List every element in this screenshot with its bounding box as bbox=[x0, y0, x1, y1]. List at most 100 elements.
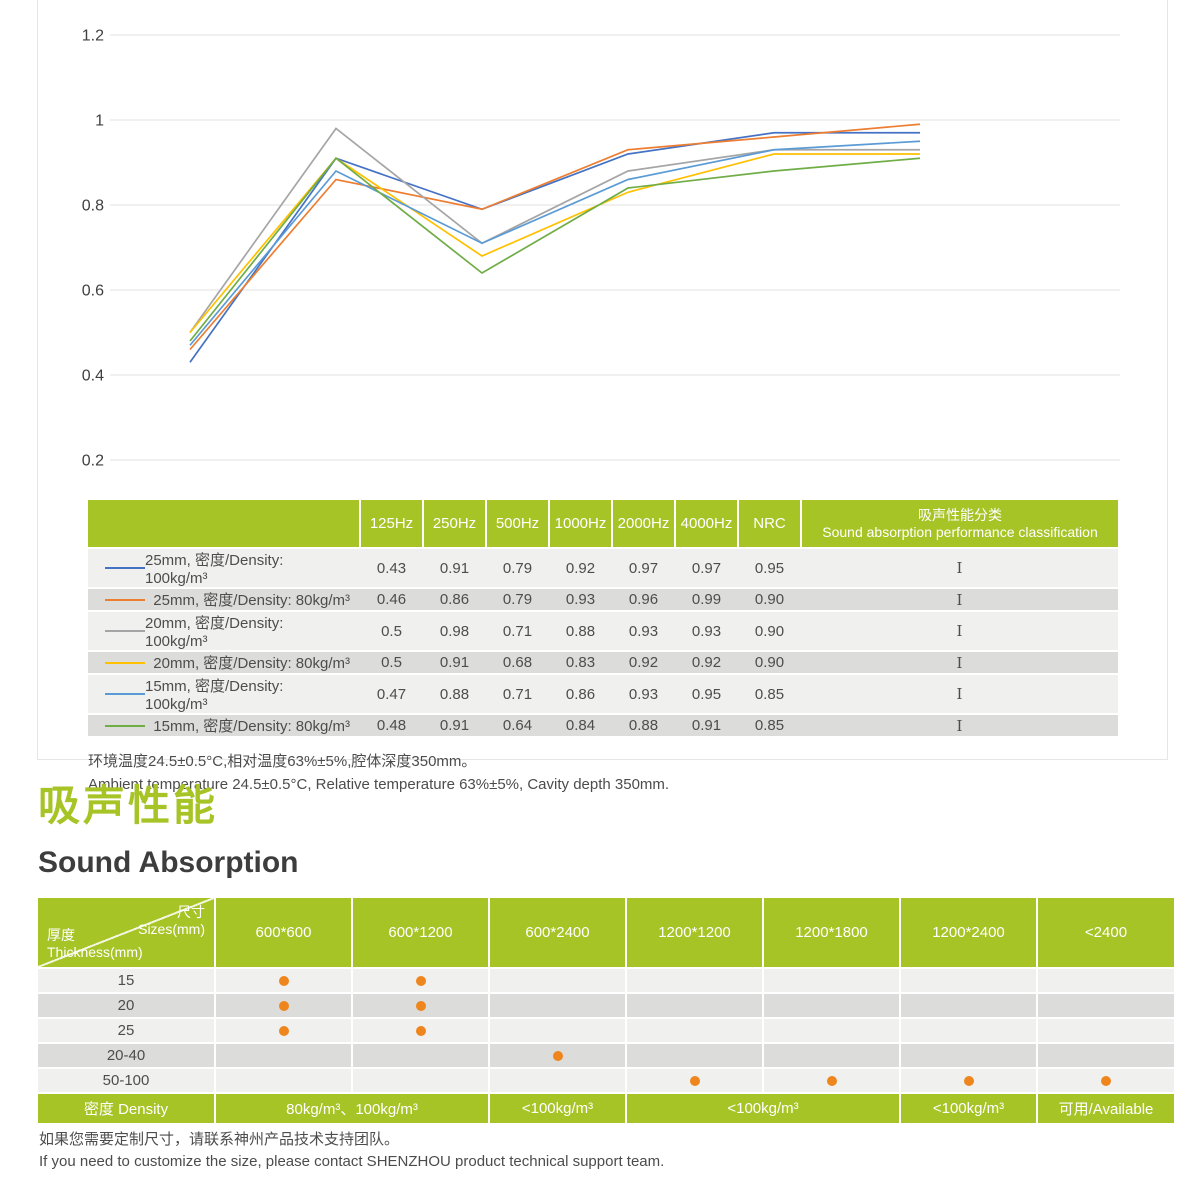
availability-cell bbox=[1036, 993, 1174, 1019]
absorption-value-cell: 0.48 bbox=[360, 714, 423, 738]
classification-column-header: 吸声性能分类 Sound absorption performance class… bbox=[800, 500, 1118, 549]
availability-cell bbox=[625, 1043, 763, 1069]
series-line bbox=[189, 140, 921, 346]
absorption-value-cell: 0.99 bbox=[675, 588, 738, 612]
absorption-value-cell: 0.79 bbox=[486, 548, 549, 589]
absorption-value-cell: 0.93 bbox=[549, 588, 612, 612]
absorption-value-cell: 0.95 bbox=[738, 548, 801, 589]
density-cell: 密度 Density bbox=[38, 1093, 215, 1123]
size-column-header: 600*600 bbox=[214, 898, 352, 969]
availability-cell bbox=[351, 993, 489, 1019]
legend-line-swatch bbox=[105, 567, 145, 569]
classification-cell: I bbox=[801, 548, 1118, 589]
availability-dot bbox=[278, 1026, 289, 1037]
availability-dot bbox=[278, 976, 289, 987]
legend-column-header bbox=[88, 500, 360, 549]
size-column-header: 600*1200 bbox=[351, 898, 489, 969]
legend-line-swatch bbox=[105, 661, 145, 664]
series-line bbox=[189, 131, 920, 363]
sizes-table-body: 15 20 25 20-40 50-100 bbox=[38, 968, 1174, 1094]
absorption-value-cell: 0.88 bbox=[549, 611, 612, 652]
series-line bbox=[189, 127, 920, 333]
thickness-row: 50-100 bbox=[38, 1068, 1174, 1094]
absorption-header-row: 125Hz 250Hz 500Hz 1000Hz 2000Hz 4000Hz NRC 吸声性能… bbox=[88, 500, 1118, 549]
absorption-data-row: 25mm, 密度/Density: 80kg/m³ 0.46 0.86 0.79 0.9… bbox=[88, 588, 1118, 612]
classification-cell: I bbox=[801, 674, 1118, 715]
availability-dot bbox=[552, 1051, 563, 1062]
availability-cell bbox=[762, 1043, 900, 1069]
availability-dot bbox=[1101, 1076, 1111, 1087]
density-row: 密度 Density 80kg/m³、100kg/m³ <100kg/m³ <100k… bbox=[38, 1093, 1174, 1123]
absorption-value-cell: 0.90 bbox=[738, 611, 801, 652]
availability-cell bbox=[1036, 1018, 1174, 1044]
thickness-row: 20-40 bbox=[38, 1043, 1174, 1069]
absorption-line-chart: 1.2 1 0.8 0.6 0.4 0.2 bbox=[82, 28, 1120, 470]
availability-dot bbox=[415, 976, 426, 987]
freq-column-header: NRC bbox=[737, 500, 801, 549]
availability-cell bbox=[762, 968, 900, 994]
legend-label: 20mm, 密度/Density: 80kg/m³ bbox=[153, 655, 350, 672]
availability-dot bbox=[826, 1076, 837, 1087]
freq-column-header: 4000Hz bbox=[674, 500, 738, 549]
section-title-zh: 吸声性能 bbox=[38, 782, 219, 829]
availability-cell bbox=[488, 968, 626, 994]
availability-cell bbox=[214, 1068, 352, 1094]
freq-column-header: 125Hz bbox=[359, 500, 423, 549]
acoustic-performance-panel: 1.2 1 0.8 0.6 0.4 0.2 125Hz 250Hz 500Hz 1000Hz 20… bbox=[37, 0, 1168, 793]
absorption-coefficient-table: 125Hz 250Hz 500Hz 1000Hz 2000Hz 4000Hz NRC 吸声性能… bbox=[88, 500, 1118, 738]
absorption-value-cell: 0.85 bbox=[738, 714, 801, 738]
absorption-value-cell: 0.79 bbox=[486, 588, 549, 612]
absorption-value-cell: 0.88 bbox=[612, 714, 675, 738]
absorption-value-cell: 0.93 bbox=[675, 611, 738, 652]
absorption-value-cell: 0.92 bbox=[549, 548, 612, 589]
size-column-header: 1200*1800 bbox=[762, 898, 900, 969]
thickness-row: 25 bbox=[38, 1018, 1174, 1044]
availability-cell bbox=[488, 993, 626, 1019]
absorption-value-cell: 0.93 bbox=[612, 611, 675, 652]
availability-cell bbox=[899, 993, 1037, 1019]
absorption-value-cell: 0.43 bbox=[360, 548, 423, 589]
series-legend-cell: 15mm, 密度/Density: 100kg/m³ bbox=[88, 674, 360, 715]
thickness-cell: 50-100 bbox=[38, 1068, 215, 1094]
legend-label: 25mm, 密度/Density: 100kg/m³ bbox=[145, 552, 284, 587]
absorption-value-cell: 0.71 bbox=[486, 674, 549, 715]
absorption-value-cell: 0.64 bbox=[486, 714, 549, 738]
legend-line-swatch bbox=[105, 630, 145, 632]
corner-label-thickness: 厚度 Thickness(mm) bbox=[47, 927, 143, 960]
series-legend-cell: 15mm, 密度/Density: 80kg/m³ bbox=[88, 714, 360, 738]
legend-label: 25mm, 密度/Density: 80kg/m³ bbox=[153, 592, 350, 609]
availability-cell bbox=[214, 993, 352, 1019]
absorption-value-cell: 0.96 bbox=[612, 588, 675, 612]
series-legend-cell: 25mm, 密度/Density: 100kg/m³ bbox=[88, 548, 360, 589]
customize-note-en: If you need to customize the size, pleas… bbox=[39, 1153, 665, 1170]
y-tick-label: 1.2 bbox=[82, 28, 104, 45]
series-line bbox=[189, 123, 921, 351]
test-conditions-note-en: Ambient temperature 24.5±0.5°C, Relative… bbox=[88, 776, 670, 793]
test-conditions-note-zh: 环境温度24.5±0.5°C,相对温度63%±5%,腔体深度350mm。 bbox=[88, 753, 477, 770]
availability-cell bbox=[625, 1068, 763, 1094]
absorption-data-row: 25mm, 密度/Density: 100kg/m³ 0.43 0.91 0.79 0.… bbox=[88, 548, 1118, 589]
absorption-value-cell: 0.46 bbox=[360, 588, 423, 612]
size-column-header: 1200*2400 bbox=[899, 898, 1037, 969]
availability-cell bbox=[351, 968, 489, 994]
y-tick-label: 0.4 bbox=[82, 368, 104, 385]
absorption-value-cell: 0.91 bbox=[423, 548, 486, 589]
legend-line-swatch bbox=[105, 724, 145, 727]
availability-cell bbox=[351, 1018, 489, 1044]
availability-dot bbox=[278, 1001, 289, 1012]
sizes-table-corner-cell: 尺寸 Sizes(mm) 厚度 Thickness(mm) bbox=[38, 898, 215, 969]
corner-label-sizes: 尺寸 Sizes(mm) bbox=[138, 904, 205, 937]
size-column-header: 600*2400 bbox=[488, 898, 626, 969]
availability-cell bbox=[899, 1018, 1037, 1044]
classification-cell: I bbox=[801, 588, 1118, 612]
classification-header-zh: 吸声性能分类 bbox=[918, 506, 1002, 523]
classification-header-en: Sound absorption performance classificat… bbox=[822, 523, 1098, 540]
absorption-data-row: 15mm, 密度/Density: 100kg/m³ 0.47 0.88 0.71 0.… bbox=[88, 674, 1118, 715]
availability-cell bbox=[351, 1043, 489, 1069]
y-tick-label: 0.6 bbox=[82, 283, 104, 300]
legend-line-swatch bbox=[105, 693, 145, 695]
availability-cell bbox=[488, 1043, 626, 1069]
availability-cell bbox=[488, 1018, 626, 1044]
absorption-value-cell: 0.91 bbox=[675, 714, 738, 738]
absorption-value-cell: 0.90 bbox=[738, 588, 801, 612]
